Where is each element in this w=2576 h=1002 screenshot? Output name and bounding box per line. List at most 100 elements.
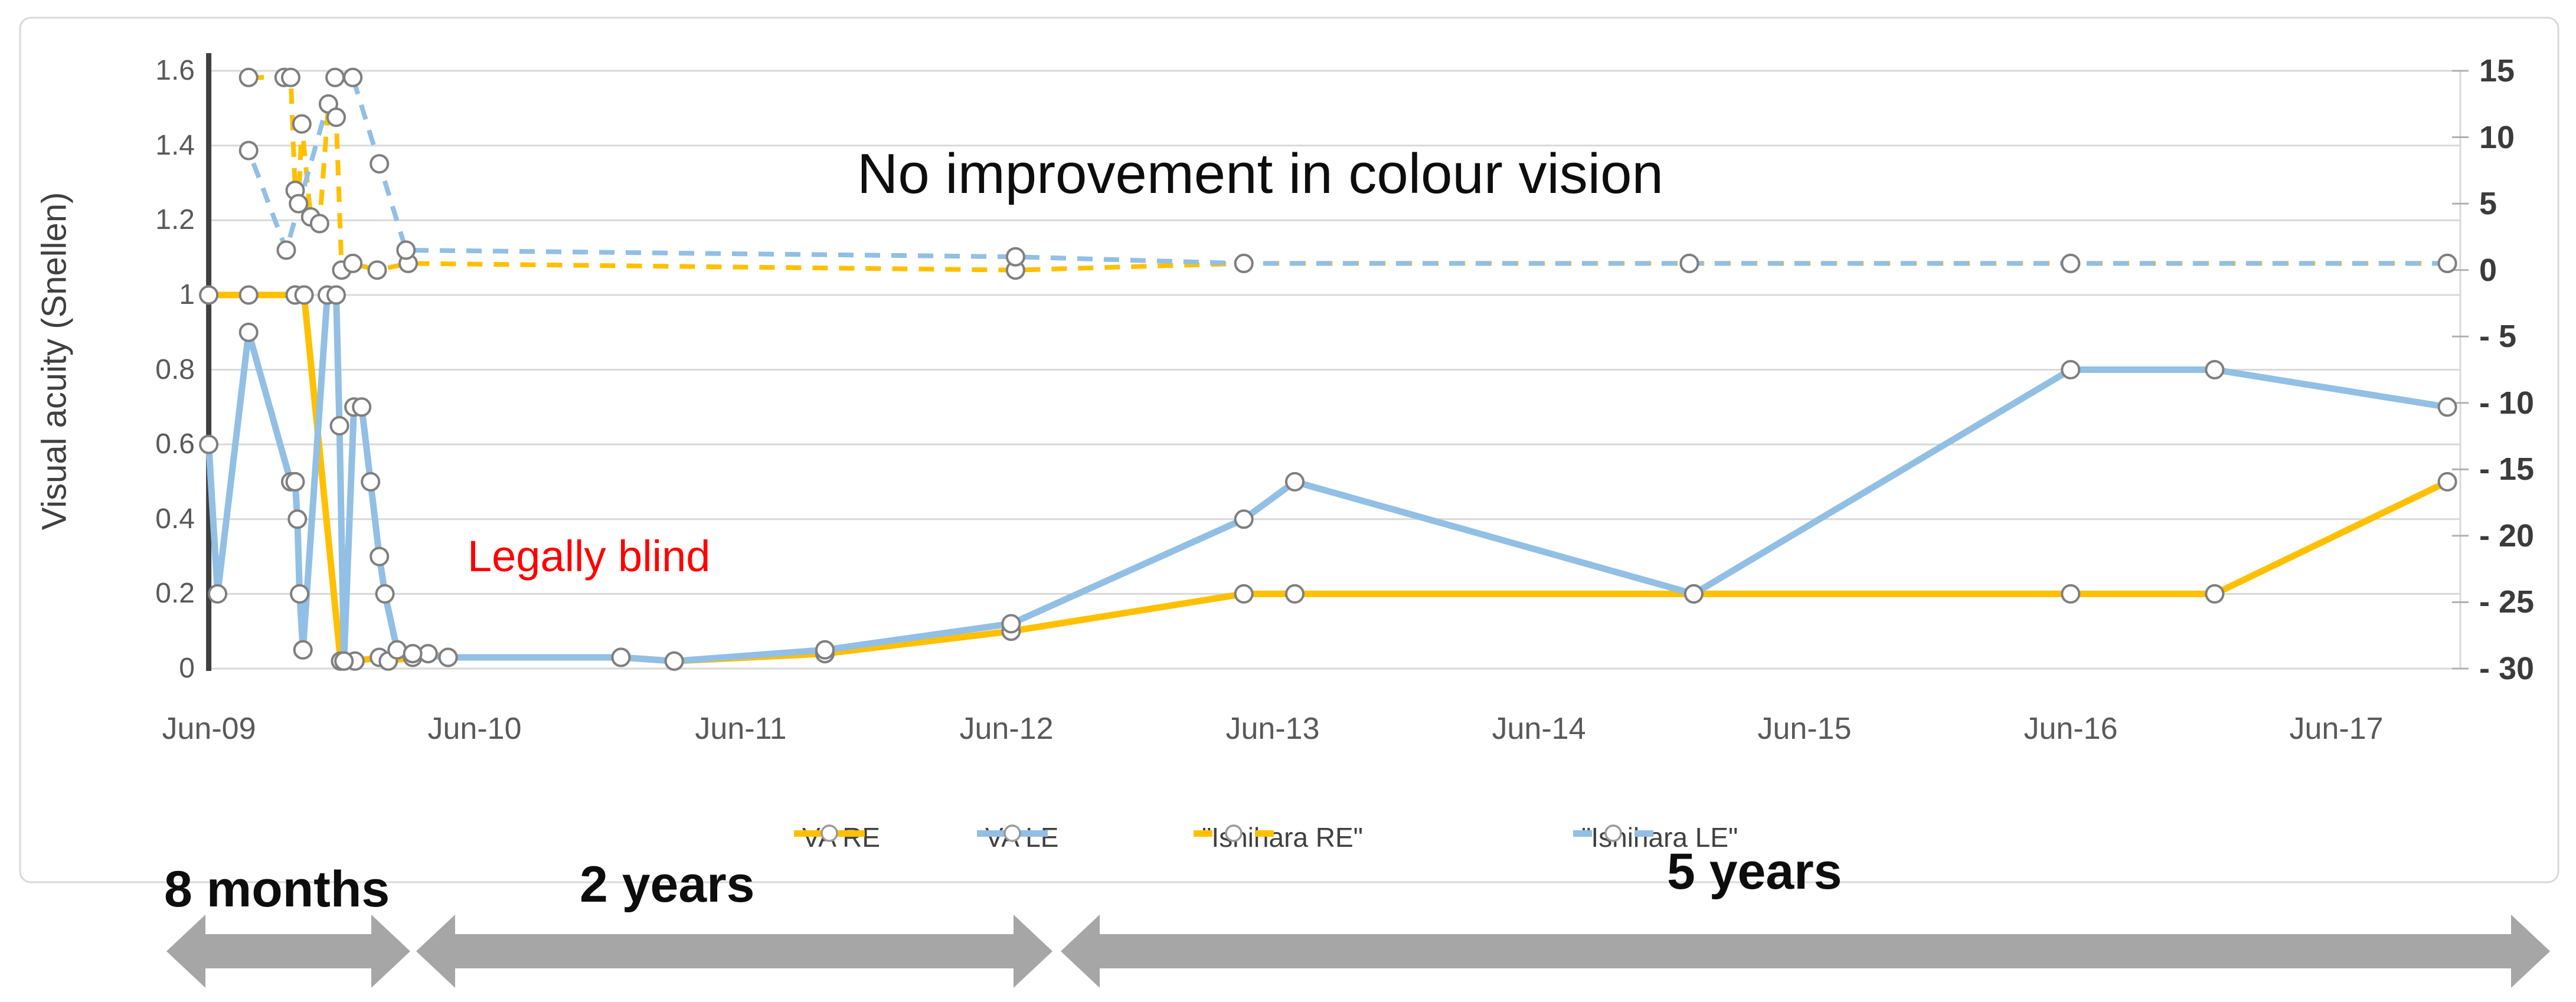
data-marker-va_re [1285,584,1305,604]
data-marker-va_le [361,471,381,492]
data-marker-va_le [334,651,354,671]
x-axis-tick-label: Jun-14 [1492,712,1586,746]
data-marker-ishihara_re [309,214,329,234]
right-axis-tick-label: 5 [2479,186,2497,221]
data-marker-va_re [2205,584,2225,604]
left-axis-tick-label: 0.2 [155,578,195,609]
left-axis-tick-label: 1 [179,279,195,310]
period-arrow [166,915,410,988]
data-marker-va_le [375,584,395,604]
data-marker-ishihara_le [2061,253,2081,273]
data-marker-va_le [290,584,310,604]
left-axis-tick-label: 1.6 [155,55,195,86]
annotation-colour-vision: No improvement in colour vision [857,142,1663,205]
data-marker-ishihara_le [238,140,259,161]
series-line-ishihara_le [246,75,2448,266]
legend-item-ishihara-le: "Ishihara LE" [1573,821,1738,853]
data-marker-ishihara_le [1005,247,1025,267]
data-marker-va_le [293,640,313,660]
data-marker-ishihara_re [326,107,346,127]
data-marker-va_le [287,509,308,529]
right-axis-tick-label: - 30 [2479,651,2535,686]
data-marker-ishihara_re [343,253,363,273]
data-marker-ishihara_le [396,240,416,260]
right-axis-tick-label: 10 [2479,120,2515,155]
left-axis-tick-label: 0.6 [155,428,195,460]
data-marker-ishihara_le [325,67,345,87]
data-marker-ishihara_le [343,67,363,87]
period-arrow [416,915,1052,988]
right-axis-tick-label: - 5 [2479,319,2517,354]
legend-label: VA RE [802,822,881,853]
data-marker-va_re [238,285,259,305]
period-label-8-months: 8 months [164,861,390,918]
data-marker-va_re [294,285,314,305]
period-label-5-years: 5 years [1667,843,1842,900]
x-axis-tick-label: Jun-10 [427,712,522,746]
right-axis-tick-label: - 25 [2479,584,2535,620]
left-axis-tick-label: 0.4 [155,503,195,535]
data-marker-va_le [2437,397,2457,417]
data-marker-va_re [2437,471,2457,492]
right-axis-tick-label: - 10 [2479,385,2535,421]
period-label-2-years: 2 years [580,856,755,913]
annotation-legally-blind: Legally blind [468,532,711,581]
x-axis-tick-label: Jun-15 [1757,712,1852,746]
data-marker-ishihara_le [1234,253,1254,273]
data-marker-va_le [285,471,305,492]
data-marker-va_le [1234,509,1254,529]
chart-border [19,17,2559,883]
left-axis-tick-label: 1.2 [155,204,195,235]
data-marker-va_le [326,285,346,305]
data-marker-va_re [2061,584,2081,604]
data-marker-va_le [370,546,390,567]
data-marker-va_le [329,416,349,435]
x-axis-tick-label: Jun-17 [2289,712,2384,746]
data-marker-va_le [238,322,259,342]
x-axis-tick-label: Jun-12 [959,712,1054,746]
data-marker-va_le [2061,360,2081,379]
right-axis-tick-label: - 15 [2479,451,2535,487]
data-marker-ishihara_re [289,194,309,214]
data-marker-va_le [1683,584,1704,604]
legend-label: VA LE [985,822,1059,853]
data-marker-va_re [199,285,219,305]
y-axis-title: Visual acuity (Snellen) [35,192,74,531]
data-marker-va_le [438,647,458,667]
legend-item-va-re: VA RE [794,821,880,853]
x-axis-tick-label: Jun-11 [695,712,787,746]
data-marker-va_re [1234,584,1254,604]
data-marker-va_le [352,397,372,417]
data-marker-va_le [611,647,631,667]
data-marker-ishihara_re [367,260,387,280]
data-marker-ishihara_le [276,240,296,260]
data-marker-va_le [2205,360,2225,379]
data-marker-va_le [1285,471,1305,492]
x-axis-tick-label: Jun-16 [2023,712,2118,746]
left-axis-tick-label: 1.4 [155,130,195,161]
legend-item-ishihara-re: "Ishihara RE" [1194,821,1363,853]
x-axis-tick-label: Jun-13 [1225,712,1320,746]
data-marker-ishihara_le [1679,253,1699,273]
period-arrow [1061,915,2550,988]
right-axis-tick-label: - 20 [2479,518,2535,554]
data-marker-ishihara_re [292,114,312,134]
data-marker-va_le [387,640,407,660]
left-axis-tick-label: 0 [179,653,195,684]
data-marker-va_le [664,651,684,671]
data-marker-ishihara_le [370,154,390,174]
data-marker-va_le [199,434,219,454]
data-marker-va_le [815,640,835,660]
data-marker-va_le [403,644,423,664]
data-marker-ishihara_re [238,67,259,87]
series-line-va_re [208,292,2449,664]
right-axis-tick-label: 0 [2479,253,2497,288]
data-marker-ishihara_re [281,67,300,87]
left-axis-tick-label: 0.8 [155,354,195,385]
x-axis-tick-label: Jun-09 [162,712,256,746]
data-marker-va_le [1001,614,1021,634]
legend-item-va-le: VA LE [977,821,1058,853]
data-marker-ishihara_le [2437,253,2457,273]
right-axis-tick-label: 15 [2479,53,2515,89]
